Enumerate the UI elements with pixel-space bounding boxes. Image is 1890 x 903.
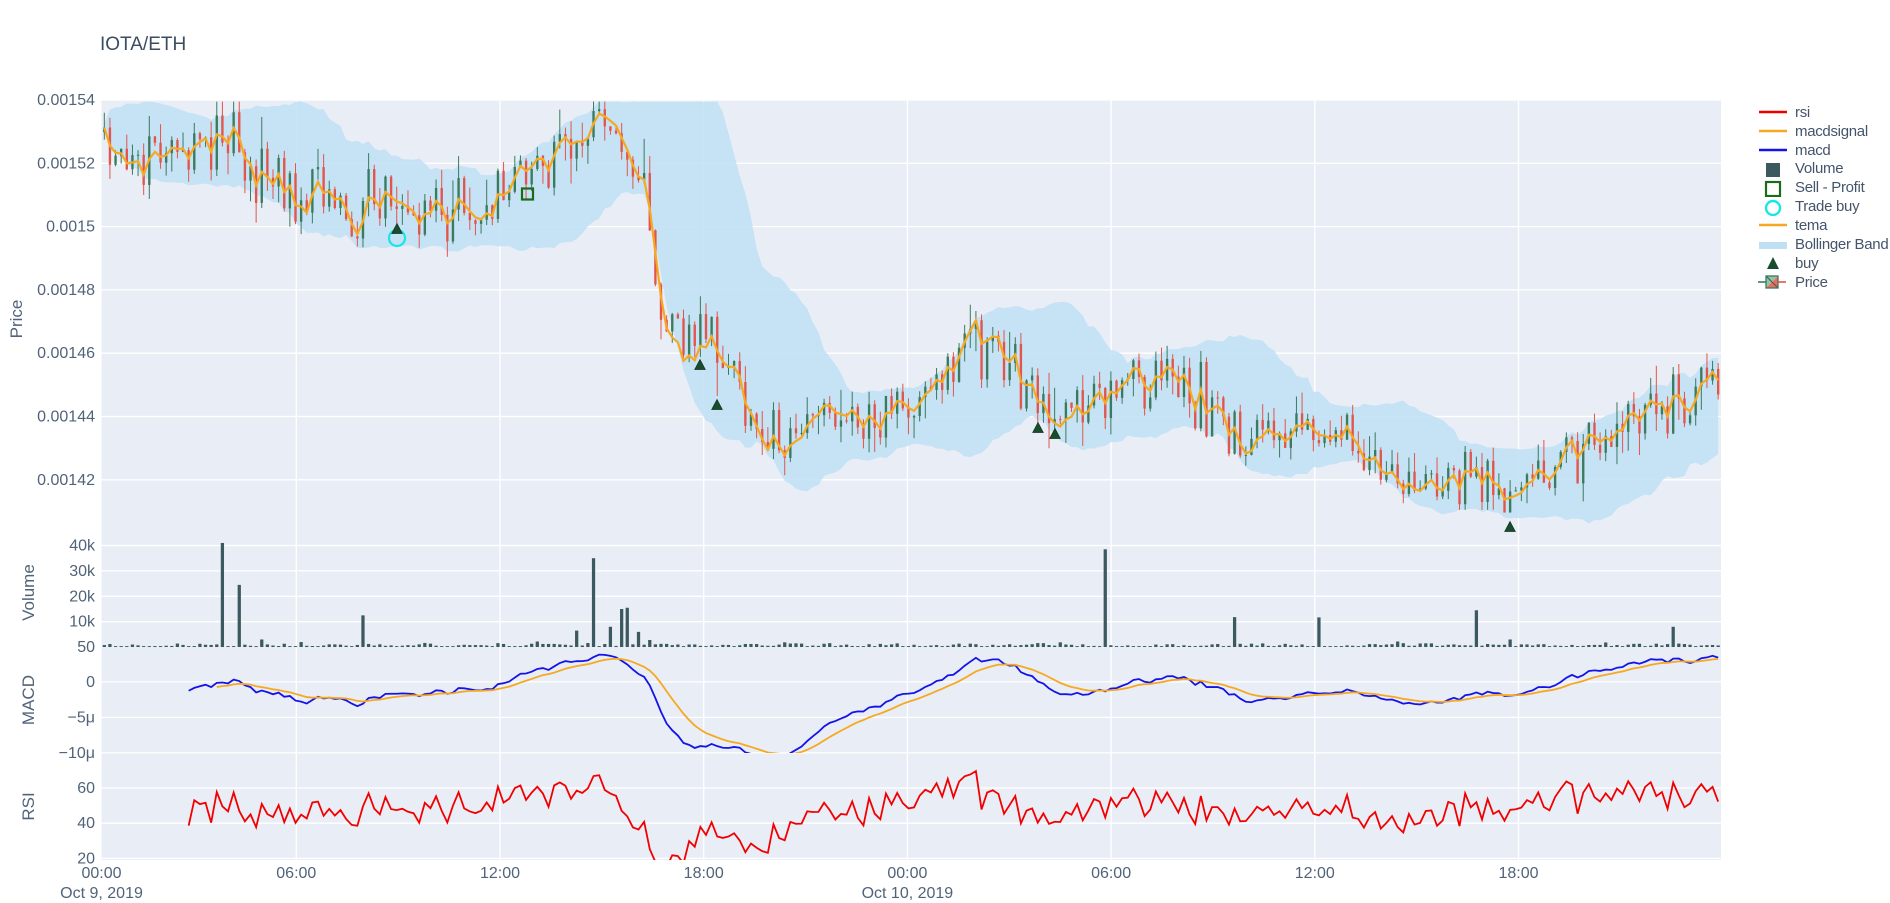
svg-text:MACD: MACD <box>19 675 38 725</box>
svg-text:Price: Price <box>7 300 26 339</box>
svg-text:Volume: Volume <box>19 564 38 621</box>
svg-text:18:00: 18:00 <box>684 865 724 882</box>
svg-text:40k: 40k <box>69 538 96 555</box>
svg-text:0.00142: 0.00142 <box>37 472 95 489</box>
svg-text:12:00: 12:00 <box>1295 865 1335 882</box>
svg-text:0.00148: 0.00148 <box>37 282 95 299</box>
svg-text:−10μ: −10μ <box>59 745 95 762</box>
svg-text:18:00: 18:00 <box>1498 865 1538 882</box>
svg-text:0.00152: 0.00152 <box>37 155 95 172</box>
svg-text:06:00: 06:00 <box>276 865 316 882</box>
svg-text:30k: 30k <box>69 563 96 580</box>
svg-text:10k: 10k <box>69 614 96 631</box>
svg-text:06:00: 06:00 <box>1091 865 1131 882</box>
svg-text:50: 50 <box>77 639 95 656</box>
svg-text:−5μ: −5μ <box>68 709 95 726</box>
svg-text:20k: 20k <box>69 588 96 605</box>
svg-text:40: 40 <box>77 815 95 832</box>
svg-text:0.00154: 0.00154 <box>37 92 95 109</box>
svg-text:00:00: 00:00 <box>887 865 927 882</box>
svg-text:0.00144: 0.00144 <box>37 409 95 426</box>
svg-text:60: 60 <box>77 780 95 797</box>
svg-text:0.00146: 0.00146 <box>37 345 95 362</box>
svg-text:Oct 10, 2019: Oct 10, 2019 <box>862 885 954 902</box>
svg-text:00:00: 00:00 <box>81 865 121 882</box>
svg-text:RSI: RSI <box>19 792 38 820</box>
svg-text:0.0015: 0.0015 <box>46 219 95 236</box>
svg-text:Oct 9, 2019: Oct 9, 2019 <box>60 885 143 902</box>
svg-text:12:00: 12:00 <box>480 865 520 882</box>
svg-text:0: 0 <box>86 674 95 691</box>
